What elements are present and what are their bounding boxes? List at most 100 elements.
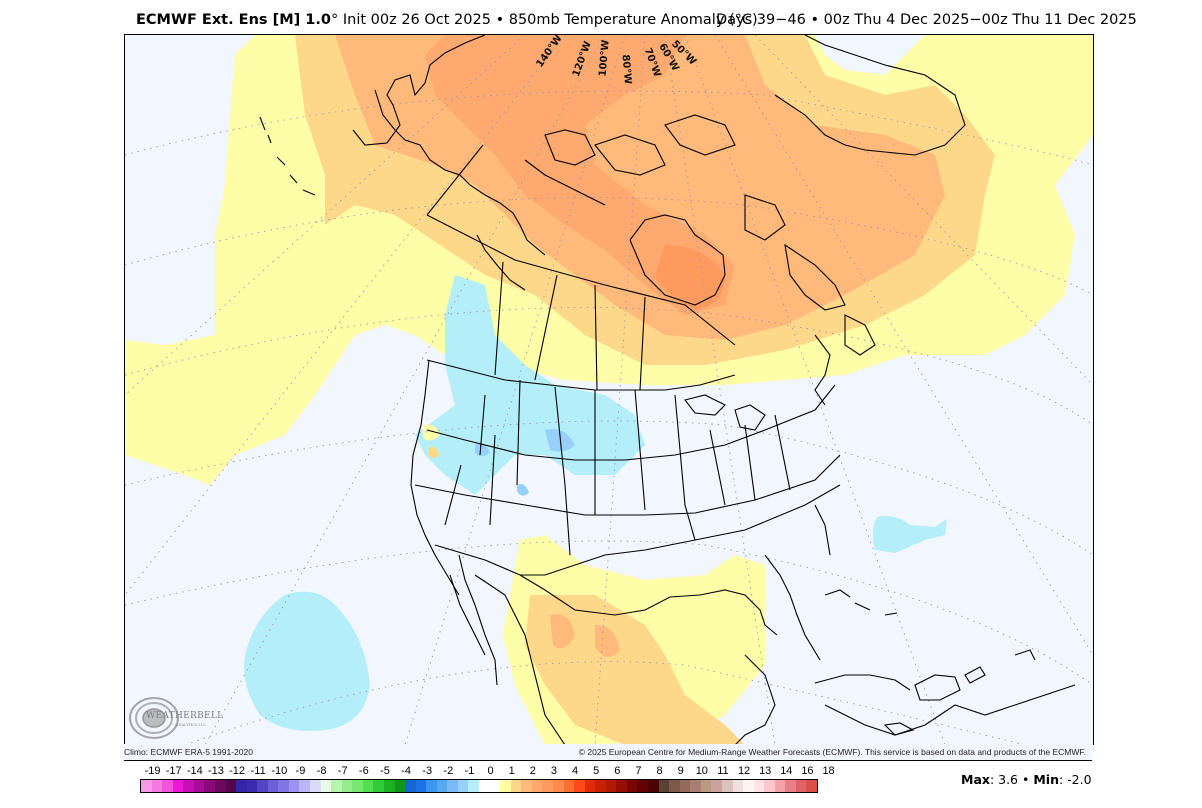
max-min-stats: Max: 3.6 • Min: -2.0	[961, 772, 1092, 787]
colorbar-tick-label: 10	[695, 765, 708, 777]
colorbar-swatch	[362, 780, 374, 792]
colorbar-swatch	[204, 780, 215, 792]
colorbar-swatch	[648, 780, 659, 792]
colorbar-tick-label: -7	[337, 765, 348, 777]
valid-period: Days 39−46 • 00z Thu 4 Dec 2025−00z Thu …	[716, 12, 1137, 28]
colorbar	[140, 779, 818, 793]
colorbar-swatch	[331, 780, 342, 792]
colorbar-swatch	[278, 780, 289, 792]
map-canvas	[125, 35, 1093, 745]
colorbar-swatch	[574, 780, 585, 792]
colorbar-swatch	[426, 780, 437, 792]
colorbar-swatch	[468, 780, 479, 792]
colorbar-tick-label: 6	[614, 765, 621, 777]
colorbar-swatch	[214, 780, 226, 792]
colorbar-swatch	[732, 780, 744, 792]
colorbar-swatch	[595, 780, 606, 792]
max-value: : 3.6	[989, 772, 1019, 787]
degree-symbol: °	[331, 12, 339, 28]
min-value: : -2.0	[1058, 772, 1092, 787]
colorbar-tick-label: 11	[717, 765, 729, 777]
colorbar-swatch	[500, 780, 511, 792]
colorbar-swatch	[141, 780, 152, 792]
colorbar-swatch	[658, 780, 670, 792]
colorbar-tick-label: -11	[250, 765, 266, 777]
max-label: Max	[961, 772, 990, 787]
colorbar-tick-label: -2	[443, 765, 454, 777]
colorbar-labels: -19 -17 -14 -13 -12 -11 -10 -9 -8 -7 -6 -5 -4 -3 -2 -1 0…	[140, 765, 835, 777]
colorbar-swatch	[436, 780, 448, 792]
colorbar-tick-label: -14	[186, 765, 203, 777]
anomaly-pacific-cool-patch	[244, 591, 370, 731]
colorbar-tick-label: -4	[401, 765, 411, 777]
colorbar-swatch	[383, 780, 395, 792]
colorbar-swatch	[764, 780, 775, 792]
colorbar-swatch	[679, 780, 691, 792]
colorbar-tick-label: 12	[737, 765, 751, 777]
colorbar-tick-label: -5	[380, 765, 390, 777]
colorbar-swatch	[267, 780, 279, 792]
chart-title: ECMWF Ext. Ens [M] 1.0° Init 00z 26 Oct …	[136, 12, 1137, 28]
colorbar-tick-label: 18	[822, 765, 835, 777]
colorbar-swatch	[774, 780, 786, 792]
colorbar-swatch	[236, 780, 247, 792]
anomaly-map: 140°W 120°W 100°W 80°W 70°W 60°W 50°W	[124, 34, 1094, 745]
colorbar-swatch	[257, 780, 268, 792]
colorbar-swatch	[162, 780, 173, 792]
colorbar-tick-label: -13	[207, 765, 224, 777]
colorbar-tick-label: 5	[593, 765, 600, 777]
colorbar-swatch	[193, 780, 205, 792]
init-text: Init 00z 26 Oct 2025 • 850mb Temperature…	[338, 12, 758, 28]
colorbar-tick-label: -1	[464, 765, 475, 777]
colorbar-swatch	[563, 780, 575, 792]
anomaly-warm-core	[425, 35, 735, 315]
colorbar-swatch	[246, 780, 258, 792]
swirl-icon	[129, 697, 179, 739]
colorbar-tick-label: 3	[550, 765, 557, 777]
colorbar-tick-label: -17	[165, 765, 182, 777]
colorbar-swatch	[552, 780, 564, 792]
colorbar-swatch	[711, 780, 722, 792]
colorbar-tick-label: 1	[508, 765, 515, 777]
colorbar-tick-label: -6	[358, 765, 369, 777]
colorbar-swatch	[310, 780, 321, 792]
colorbar-tick-label: -10	[271, 765, 288, 777]
colorbar-swatch	[225, 780, 237, 792]
colorbar-tick-label: -12	[229, 765, 246, 777]
coastlines	[259, 35, 1076, 745]
colorbar-swatch	[288, 780, 300, 792]
colorbar-tick-label: 16	[801, 765, 814, 777]
colorbar-swatch	[521, 780, 532, 792]
colorbar-swatch	[626, 780, 638, 792]
anomaly-atlantic-cool-patch	[872, 516, 947, 553]
colorbar-swatch	[394, 780, 406, 792]
colorbar-swatch	[700, 780, 712, 792]
colorbar-swatch	[510, 780, 522, 792]
colorbar-swatch	[320, 780, 332, 792]
colorbar-tick-label: 13	[759, 765, 772, 777]
colorbar-swatch	[616, 780, 627, 792]
colorbar-swatch	[457, 780, 469, 792]
colorbar-swatch	[806, 780, 817, 792]
colorbar-swatch	[637, 780, 648, 792]
colorbar-tick-label: -3	[422, 765, 433, 777]
colorbar-tick-label: 4	[572, 765, 579, 777]
colorbar-swatch	[299, 780, 310, 792]
copyright-credit: © 2025 European Centre for Medium-Range …	[578, 747, 1086, 757]
colorbar-swatch	[605, 780, 617, 792]
colorbar-swatch	[795, 780, 807, 792]
weatherbell-logo: WEATHERBELL ANALYTICS LLC	[128, 694, 223, 742]
colorbar-tick-label: 7	[635, 765, 642, 777]
colorbar-swatch	[489, 780, 501, 792]
min-label: Min	[1033, 772, 1059, 787]
colorbar-swatch	[415, 780, 427, 792]
colorbar-swatch	[151, 780, 163, 792]
colorbar-swatch	[542, 780, 553, 792]
colorbar-swatch	[531, 780, 543, 792]
model-label: ECMWF Ext. Ens [M] 1.0	[136, 12, 331, 28]
colorbar-swatch	[373, 780, 384, 792]
colorbar-tick-label: -19	[144, 765, 161, 777]
colorbar-tick-label: 8	[656, 765, 663, 777]
climo-credit: Climo: ECMWF ERA-5 1991-2020	[124, 747, 253, 757]
colorbar-swatch	[183, 780, 194, 792]
